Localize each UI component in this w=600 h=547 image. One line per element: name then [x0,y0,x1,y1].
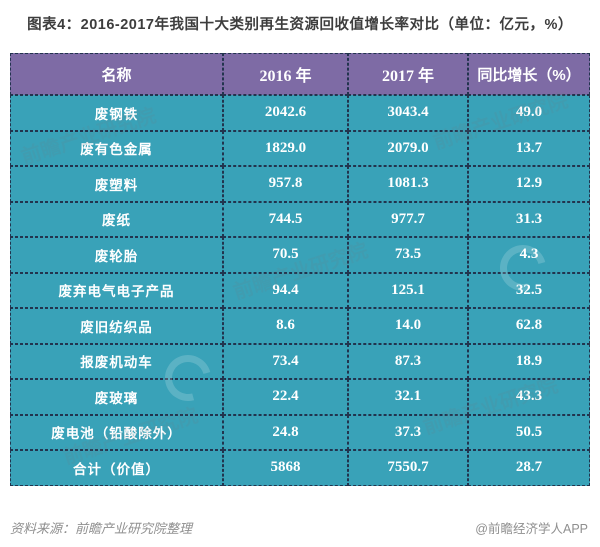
recycling-data-table: 名称 2016 年 2017 年 同比增长（%） 废钢铁 2042.6 3043… [10,53,590,486]
value-2016-cell: 2042.6 [223,95,348,131]
table-row: 报废机动车 73.4 87.3 18.9 [10,343,590,379]
header-growth: 同比增长（%） [468,53,590,95]
growth-cell: 31.3 [468,201,590,237]
value-2016-cell: 73.4 [223,343,348,379]
table-body: 废钢铁 2042.6 3043.4 49.0 废有色金属 1829.0 2079… [10,95,590,486]
value-2016-cell: 24.8 [223,414,348,450]
value-2016-cell: 5868 [223,450,348,486]
growth-cell: 49.0 [468,95,590,131]
header-name: 名称 [10,53,223,95]
value-2016-cell: 1829.0 [223,130,348,166]
table-row: 废有色金属 1829.0 2079.0 13.7 [10,130,590,166]
table-row: 废轮胎 70.5 73.5 4.3 [10,237,590,273]
value-2016-cell: 957.8 [223,166,348,202]
growth-cell: 18.9 [468,343,590,379]
value-2017-cell: 1081.3 [348,166,468,202]
figure-title: 图表4：2016-2017年我国十大类别再生资源回收值增长率对比（单位：亿元，%… [27,17,573,33]
category-name-cell: 合计（价值） [10,450,223,486]
growth-cell: 50.5 [468,414,590,450]
category-name-cell: 废钢铁 [10,95,223,131]
growth-cell: 28.7 [468,450,590,486]
value-2017-cell: 87.3 [348,343,468,379]
category-name-cell: 废玻璃 [10,379,223,415]
value-2017-cell: 7550.7 [348,450,468,486]
brand-credit: @前瞻经济学人APP [475,522,588,536]
value-2016-cell: 70.5 [223,237,348,273]
table-row: 合计（价值） 5868 7550.7 28.7 [10,450,590,486]
category-name-cell: 报废机动车 [10,343,223,379]
growth-cell: 43.3 [468,379,590,415]
value-2017-cell: 125.1 [348,272,468,308]
category-name-cell: 废弃电气电子产品 [10,272,223,308]
value-2016-cell: 94.4 [223,272,348,308]
value-2016-cell: 8.6 [223,308,348,344]
table-row: 废弃电气电子产品 94.4 125.1 32.5 [10,272,590,308]
table-row: 废塑料 957.8 1081.3 12.9 [10,166,590,202]
table-header: 名称 2016 年 2017 年 同比增长（%） [10,53,590,95]
table-row: 废纸 744.5 977.7 31.3 [10,201,590,237]
growth-cell: 4.3 [468,237,590,273]
value-2017-cell: 32.1 [348,379,468,415]
table-row: 废旧纺织品 8.6 14.0 62.8 [10,308,590,344]
table-row: 废玻璃 22.4 32.1 43.3 [10,379,590,415]
category-name-cell: 废有色金属 [10,130,223,166]
growth-cell: 12.9 [468,166,590,202]
value-2017-cell: 37.3 [348,414,468,450]
value-2017-cell: 14.0 [348,308,468,344]
category-name-cell: 废塑料 [10,166,223,202]
source-note: 资料来源：前瞻产业研究院整理 [10,521,193,536]
value-2016-cell: 744.5 [223,201,348,237]
value-2017-cell: 977.7 [348,201,468,237]
value-2017-cell: 3043.4 [348,95,468,131]
header-2017: 2017 年 [348,53,468,95]
value-2017-cell: 2079.0 [348,130,468,166]
growth-cell: 13.7 [468,130,590,166]
category-name-cell: 废轮胎 [10,237,223,273]
growth-cell: 62.8 [468,308,590,344]
category-name-cell: 废旧纺织品 [10,308,223,344]
category-name-cell: 废电池（铅酸除外） [10,414,223,450]
table-row: 废电池（铅酸除外） 24.8 37.3 50.5 [10,414,590,450]
growth-cell: 32.5 [468,272,590,308]
value-2016-cell: 22.4 [223,379,348,415]
header-2016: 2016 年 [223,53,348,95]
value-2017-cell: 73.5 [348,237,468,273]
header-row: 名称 2016 年 2017 年 同比增长（%） [10,53,590,95]
category-name-cell: 废纸 [10,201,223,237]
table-row: 废钢铁 2042.6 3043.4 49.0 [10,95,590,131]
figure-footer: 资料来源：前瞻产业研究院整理 @前瞻经济学人APP [0,518,600,537]
